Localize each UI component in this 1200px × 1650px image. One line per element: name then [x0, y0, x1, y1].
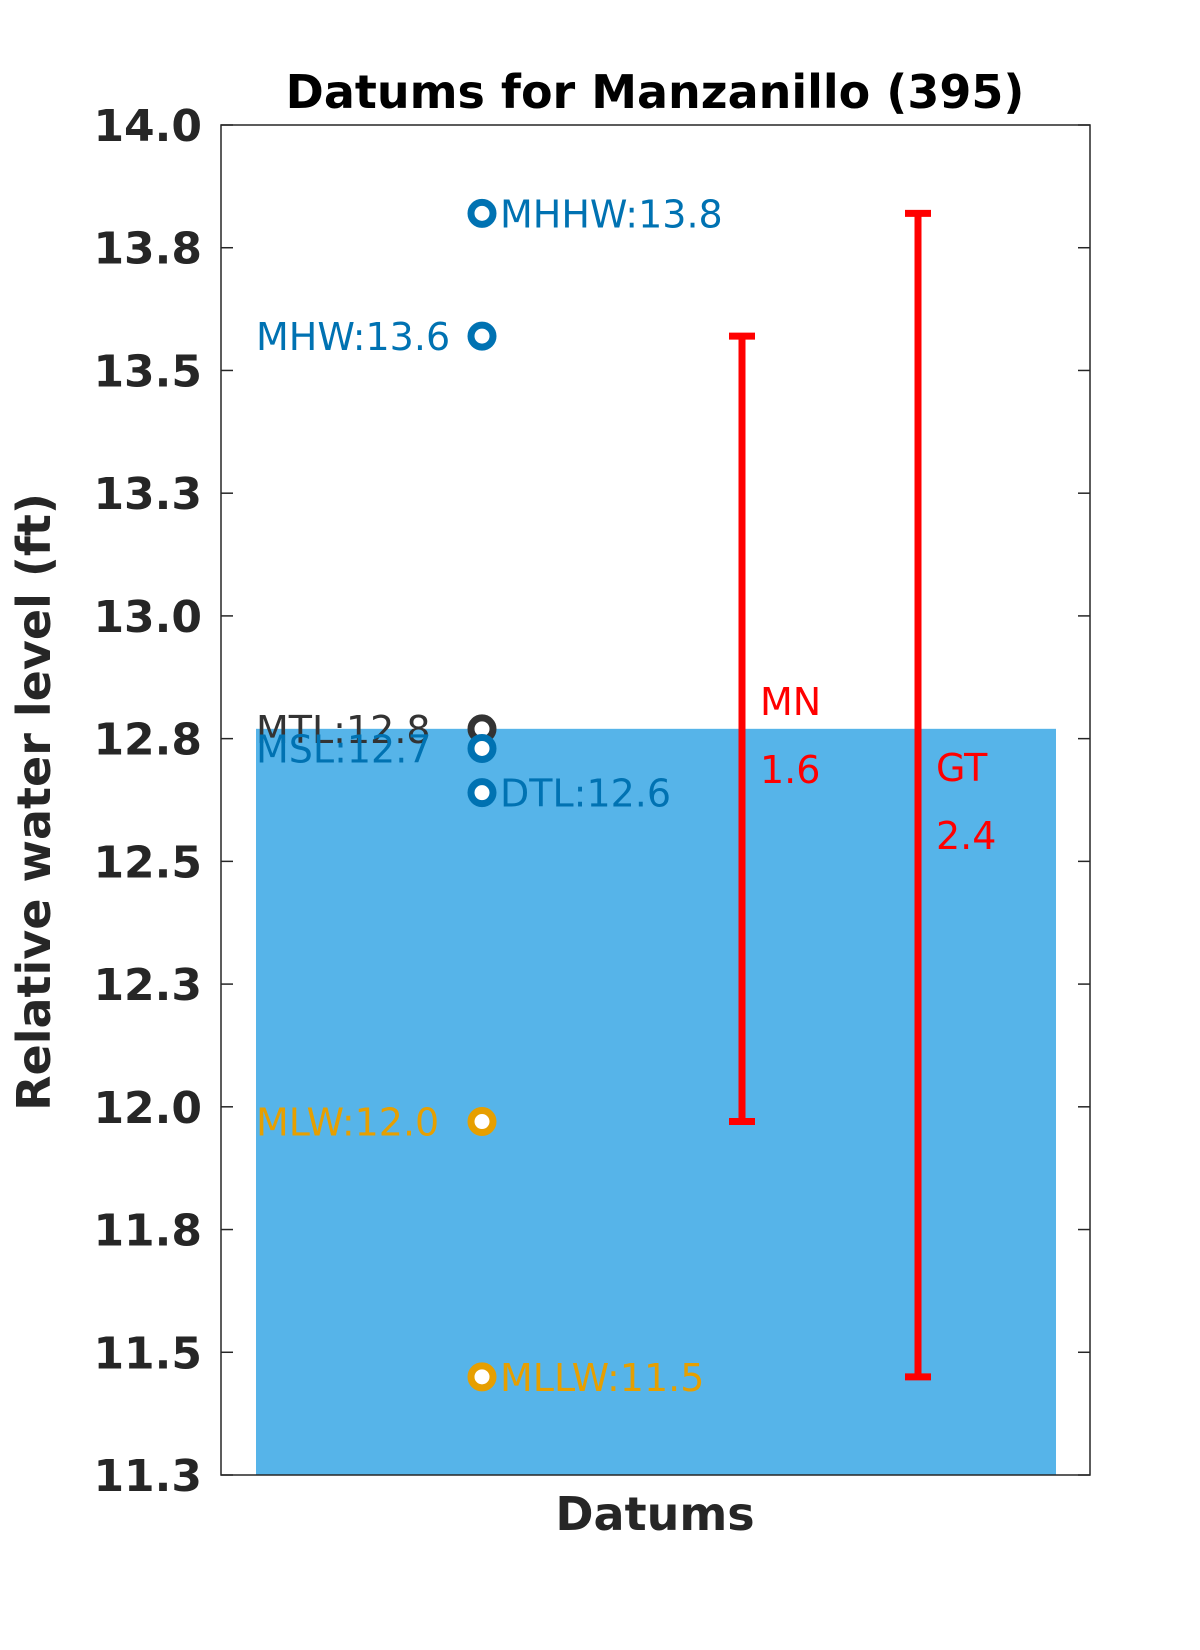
chart-title: Datums for Manzanillo (395) — [286, 65, 1025, 119]
datum-marker-mhw — [467, 321, 497, 351]
datum-marker-msl — [467, 733, 497, 763]
datum-label-mhhw: MHHW:13.8 — [500, 192, 723, 236]
y-tick-label: 13.0 — [93, 592, 202, 643]
datum-label-mhw: MHW:13.6 — [256, 315, 450, 359]
y-tick-label: 13.5 — [93, 346, 202, 397]
range-label-value-mn: 1.6 — [760, 748, 820, 792]
datum-label-mllw: MLLW:11.5 — [500, 1356, 704, 1400]
datum-label-dtl: DTL:12.6 — [500, 772, 671, 816]
datum-marker-dtl — [467, 778, 497, 808]
y-tick-label: 12.8 — [93, 715, 202, 766]
y-tick-label: 12.0 — [93, 1083, 202, 1134]
plot-frame — [220, 124, 1091, 1476]
water-level-bar — [256, 728, 1056, 1475]
datum-marker-mhhw — [467, 198, 497, 228]
range-label-value-gt: 2.4 — [936, 814, 996, 858]
datum-marker-mlw — [467, 1107, 497, 1137]
x-axis-label: Datums — [555, 1487, 754, 1541]
y-axis-label: Relative water level (ft) — [7, 493, 61, 1111]
datum-label-mtl: MTL:12.8 — [256, 708, 431, 752]
plot-area: 11.3 11.5 11.8 12.0 12.3 12.5 12.8 13.0 13.3 13.5… — [93, 101, 1091, 1502]
y-tick-label: 13.8 — [93, 224, 202, 275]
y-tick-label: 11.8 — [93, 1206, 202, 1257]
y-tick-label: 11.5 — [93, 1328, 202, 1379]
range-label-name-gt: GT — [936, 746, 988, 790]
datum-marker-mllw — [467, 1362, 497, 1392]
datum-label-msl: MSL:12.7 — [256, 727, 432, 771]
y-tick-label: 12.5 — [93, 837, 202, 888]
y-tick-label: 12.3 — [93, 960, 202, 1011]
datum-label-mlw: MLW:12.0 — [256, 1101, 439, 1145]
y-tick-label: 13.3 — [93, 469, 202, 520]
y-tick-label: 11.3 — [93, 1451, 202, 1502]
y-tick-label: 14.0 — [93, 101, 202, 152]
range-label-name-mn: MN — [760, 680, 821, 724]
